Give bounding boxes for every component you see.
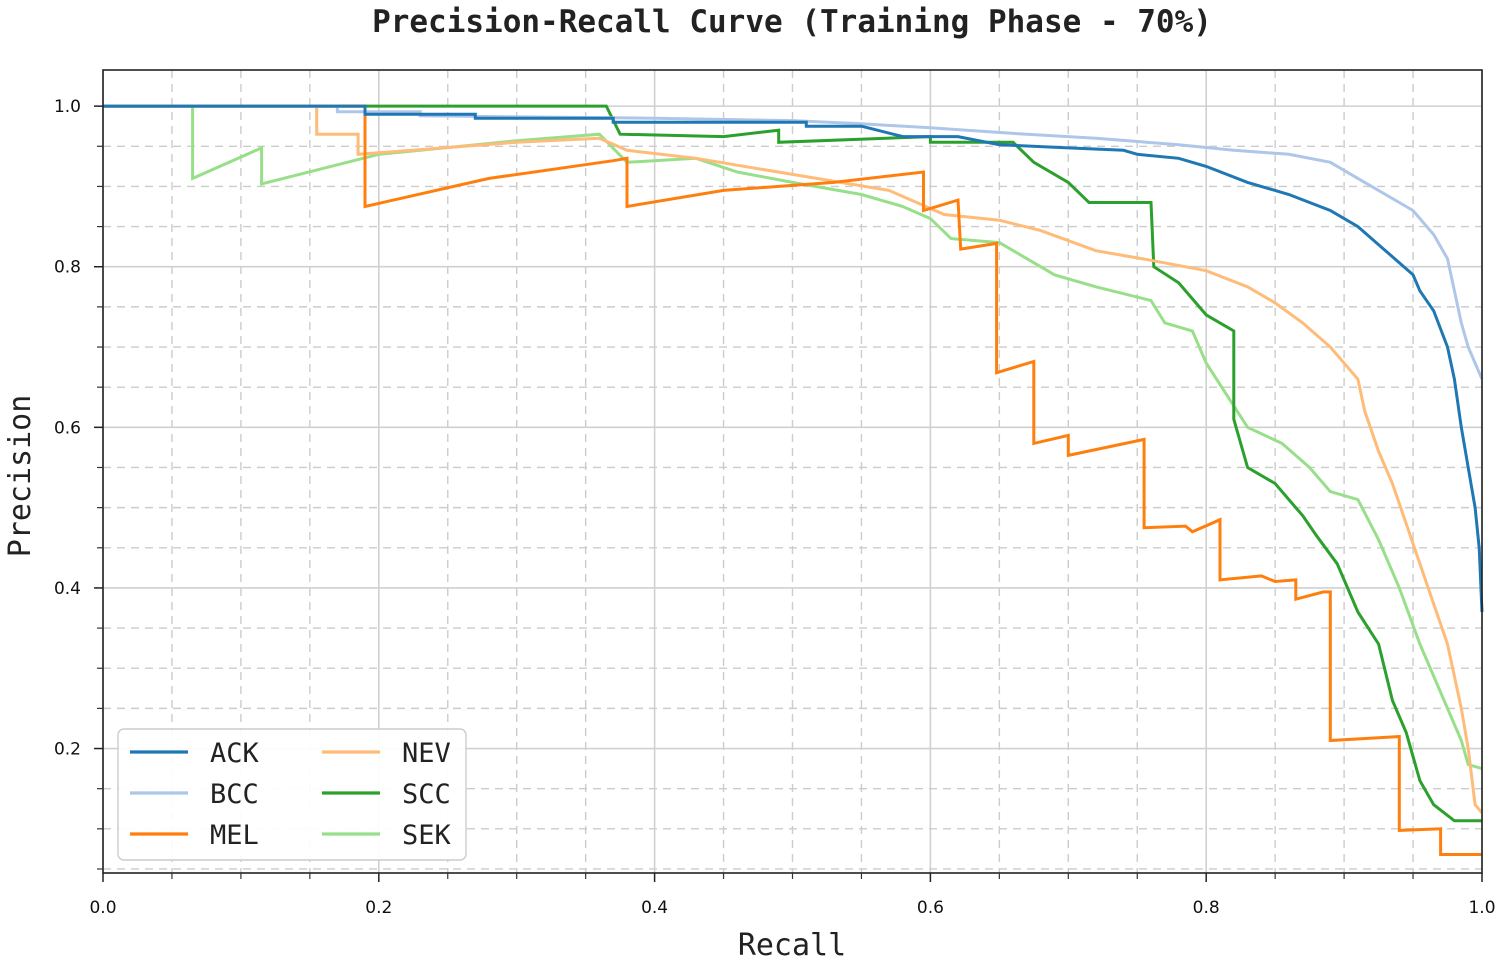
series-line-scc (103, 104, 1482, 823)
x-tick-label: 0.2 (365, 898, 392, 918)
series-line-bcc (103, 104, 1484, 380)
series-line-mel (103, 104, 1482, 856)
x-tick-label: 0.6 (917, 898, 944, 918)
x-tick-label: 1.0 (1468, 898, 1495, 918)
legend-label-bcc: BCC (210, 779, 259, 810)
series-layer (103, 104, 1484, 856)
y-tick-label: 0.6 (54, 418, 81, 438)
y-tick-label: 1.0 (54, 97, 81, 117)
legend-label-ack: ACK (210, 738, 260, 769)
legend-label-nev: NEV (402, 738, 451, 769)
series-line-sek (103, 104, 1483, 771)
legend-label-sek: SEK (402, 820, 452, 851)
tick-marks (94, 105, 1483, 882)
legend-label-scc: SCC (402, 779, 451, 810)
x-tick-label: 0.4 (641, 898, 668, 918)
legend: ACK BCC MEL NEV SCC SEK (117, 728, 467, 861)
series-line-ack (103, 104, 1484, 613)
x-axis-label: Recall (738, 928, 846, 963)
tick-labels: 0.0 0.2 0.4 0.6 0.8 1.0 0.2 0.4 0.6 0.8 1.0 (54, 97, 1496, 918)
y-tick-label: 0.2 (54, 740, 81, 760)
x-tick-label: 0.8 (1193, 898, 1220, 918)
y-axis-label: Precision (3, 395, 38, 558)
legend-label-mel: MEL (210, 820, 259, 851)
y-tick-label: 0.8 (54, 258, 81, 278)
minor-grid (103, 70, 1482, 873)
legend-box (117, 728, 467, 861)
series-line-nev (103, 104, 1484, 814)
y-tick-label: 0.4 (54, 579, 81, 599)
chart-title: Precision-Recall Curve (Training Phase -… (372, 4, 1212, 40)
x-tick-label: 0.0 (89, 898, 116, 918)
